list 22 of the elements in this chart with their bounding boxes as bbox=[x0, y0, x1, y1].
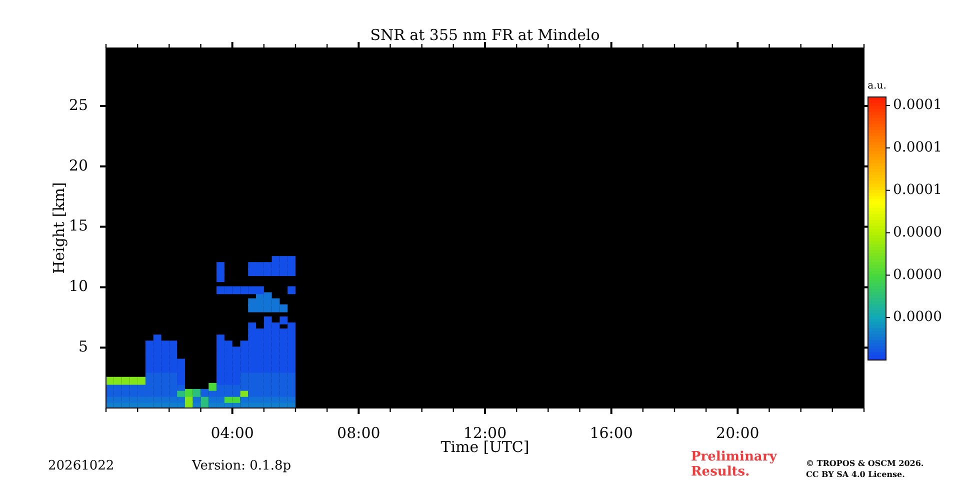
y-tick-label: 10 bbox=[68, 277, 88, 296]
y-tick-label: 5 bbox=[78, 337, 88, 356]
color-bar-label: 0.0001 bbox=[893, 97, 942, 114]
color-bar-label: 0.0000 bbox=[893, 266, 942, 283]
x-tick-label: 20:00 bbox=[716, 424, 760, 442]
y-tick-label: 20 bbox=[68, 156, 88, 174]
x-tick-label: 04:00 bbox=[210, 424, 254, 442]
x-tick-label: 08:00 bbox=[337, 424, 380, 442]
y-tick-label: 25 bbox=[68, 96, 88, 114]
text: © TROPOS & OSCM 2026. CC BY SA 4.0 License. bbox=[806, 458, 924, 480]
chart-title: SNR at 355 nm FR at Mindelo bbox=[370, 26, 600, 44]
y-tick-label: 15 bbox=[68, 216, 88, 235]
y-axis-title: Height [km] bbox=[50, 182, 68, 274]
color-bar-title: a.u. bbox=[868, 80, 886, 92]
text: Preliminary Results. bbox=[691, 449, 778, 480]
color-bar-label: 0.0000 bbox=[893, 309, 942, 326]
text: 20261022 bbox=[48, 458, 114, 474]
color-bar-label: 0.0001 bbox=[893, 182, 942, 198]
x-tick-label: 16:00 bbox=[590, 424, 633, 442]
color-bar-label: 0.0001 bbox=[893, 140, 942, 156]
color-bar-label: 0.0000 bbox=[893, 224, 942, 240]
text: Version: 0.1.8p bbox=[191, 458, 292, 474]
